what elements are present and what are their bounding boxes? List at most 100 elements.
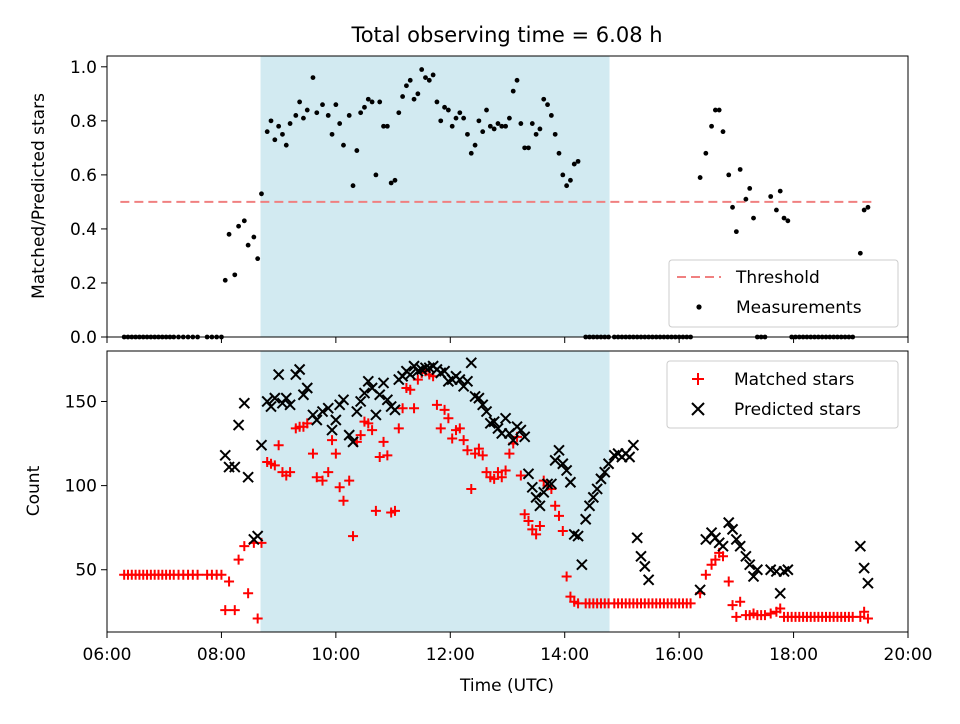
matched-star-point	[527, 524, 538, 535]
matched-star-point	[735, 596, 746, 607]
measurement-point	[541, 96, 547, 102]
predicted-star-point	[591, 483, 603, 495]
predicted-star-point	[782, 564, 794, 576]
measurement-point	[733, 229, 739, 235]
x-tick-label: 16:00	[655, 645, 704, 665]
matched-star-point	[439, 404, 450, 415]
matched-star-point	[727, 600, 738, 611]
legend-predicted-label: Predicted stars	[734, 400, 861, 420]
top-y-axis-label: Matched/Predicted stars	[29, 93, 49, 299]
measurement-point	[495, 121, 501, 126]
predicted-star-point	[518, 431, 531, 443]
matched-star-point	[405, 384, 416, 395]
predicted-star-point	[272, 368, 285, 381]
matched-star-point	[561, 571, 572, 582]
matched-star-point	[348, 531, 359, 542]
bottom-y-tick-label: 150	[65, 392, 97, 412]
predicted-star-point	[526, 481, 539, 494]
measurement-point	[514, 77, 520, 83]
measurement-point	[472, 142, 478, 148]
measurement-point	[259, 191, 264, 197]
top-legend: Threshold Measurements	[668, 259, 899, 328]
predicted-star-point	[642, 574, 655, 586]
predicted-star-point	[717, 540, 729, 552]
predicted-star-point	[316, 405, 329, 418]
measurement-point	[276, 123, 282, 129]
legend-threshold-label: Threshold	[735, 268, 820, 288]
predicted-star-point	[751, 564, 764, 576]
predicted-star-point	[337, 394, 350, 406]
matched-star-point	[243, 588, 254, 599]
predicted-star-point	[311, 414, 323, 426]
predicted-star-point	[465, 357, 477, 369]
matched-star-point	[519, 509, 530, 520]
matched-star-point	[473, 443, 484, 454]
measurement-point	[365, 96, 371, 102]
matched-star-point	[252, 613, 263, 624]
measurement-point	[785, 218, 791, 224]
top-y-tick-label: 0.0	[70, 328, 97, 348]
matched-star-point	[285, 467, 296, 478]
measurement-point	[301, 115, 306, 121]
bottom-observing-span	[260, 351, 610, 632]
measurement-point	[703, 150, 709, 156]
predicted-star-point	[595, 473, 607, 485]
measurement-point	[737, 167, 743, 172]
measurement-point	[280, 131, 285, 137]
top-x-ticks	[106, 337, 909, 343]
predicted-star-point	[297, 389, 310, 401]
measurement-point	[341, 142, 346, 148]
measurement-point	[461, 115, 467, 121]
predicted-star-point	[530, 491, 542, 504]
predicted-star-point	[602, 458, 615, 470]
matched-star-point	[239, 541, 250, 552]
matched-star-point	[470, 448, 481, 459]
measurement-point	[476, 118, 482, 124]
matched-star-point	[367, 425, 378, 436]
predicted-star-point	[862, 577, 874, 589]
x-tick-label: 06:00	[83, 645, 132, 665]
matched-star-point	[327, 435, 338, 446]
predicted-star-point	[322, 402, 334, 414]
matched-star-point	[706, 559, 717, 570]
measurement-point	[720, 129, 726, 135]
predicted-star-point	[351, 405, 363, 418]
measurement-point	[268, 118, 274, 124]
measurement-point	[226, 231, 232, 237]
matched-star-point	[382, 450, 393, 461]
legend-measurements-swatch	[696, 304, 702, 310]
matched-star-point	[553, 510, 564, 521]
bottom-axes-frame	[106, 350, 909, 633]
matched-star-point	[338, 495, 349, 506]
matched-star-point	[557, 526, 568, 537]
predicted-star-point	[587, 491, 600, 504]
bottom-y-axis-label: Count	[24, 465, 44, 516]
top-y-tick-label: 0.6	[70, 166, 97, 186]
matched-star-point	[224, 576, 235, 587]
matched-star-point	[443, 413, 454, 424]
measurement-point	[726, 172, 732, 178]
measurement-point	[384, 123, 390, 129]
predicted-star-point	[564, 476, 577, 488]
predicted-star-point	[381, 394, 394, 406]
measurement-point	[518, 121, 524, 126]
matched-star-point	[500, 465, 511, 476]
measurement-point	[571, 161, 577, 167]
matched-star-point	[220, 605, 231, 616]
measurement-point	[304, 107, 310, 113]
predicted-stars-points	[219, 357, 874, 600]
predicted-star-point	[326, 424, 338, 436]
measurement-point	[697, 175, 703, 180]
predicted-star-point	[557, 458, 569, 470]
matched-star-point	[431, 399, 442, 410]
measurement-point	[438, 118, 444, 124]
matched-star-point	[855, 611, 866, 622]
predicted-star-point	[238, 397, 251, 409]
predicted-star-point	[488, 415, 500, 428]
measurement-point	[575, 158, 581, 164]
predicted-star-point	[301, 382, 313, 394]
x-tick-label: 14:00	[540, 645, 589, 665]
predicted-star-point	[374, 389, 386, 401]
predicted-star-point	[242, 471, 254, 483]
matched-star-point	[481, 467, 492, 478]
